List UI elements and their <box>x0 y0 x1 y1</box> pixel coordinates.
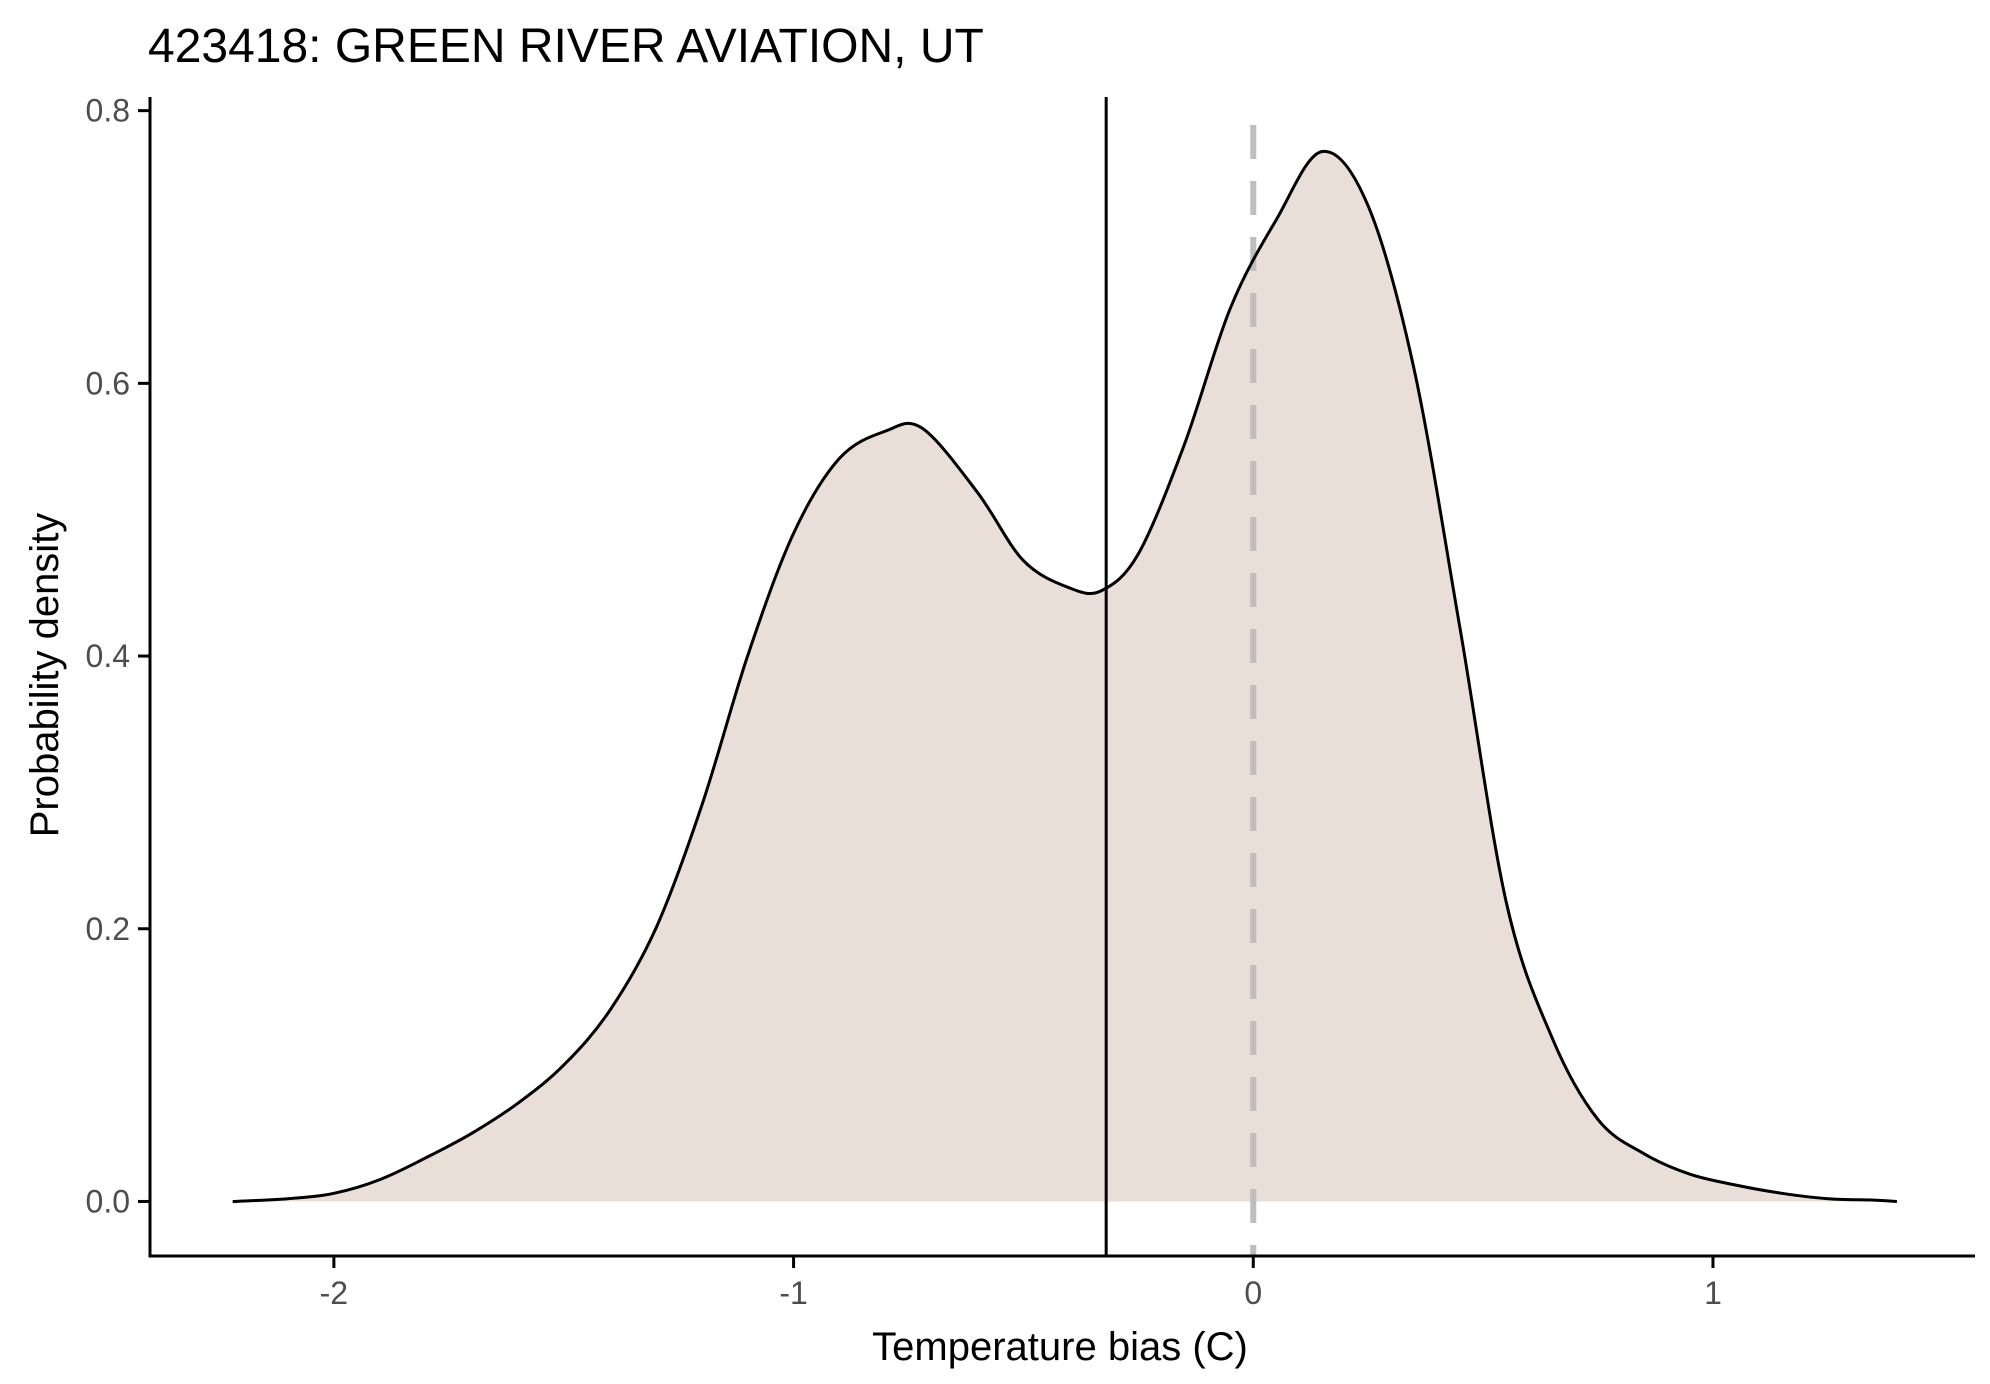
axes: -2 -1 0 1 0.0 0.2 0.4 0.6 0.8 <box>86 93 1975 1311</box>
density-area <box>232 151 1897 1202</box>
y-tick-label: 0.2 <box>86 911 130 947</box>
y-tick-label: 0.0 <box>86 1183 130 1219</box>
chart-title: 423418: GREEN RIVER AVIATION, UT <box>148 20 984 73</box>
plot-area <box>232 97 1898 1256</box>
x-tick-label: 1 <box>1704 1275 1722 1311</box>
x-tick-label: -1 <box>779 1275 807 1311</box>
x-tick-label: -2 <box>320 1275 348 1311</box>
y-tick-label: 0.4 <box>86 638 130 674</box>
x-axis-title: Temperature bias (C) <box>872 1325 1248 1369</box>
x-tick-label: 0 <box>1244 1275 1262 1311</box>
y-axis-ticks: 0.0 0.2 0.4 0.6 0.8 <box>86 93 150 1219</box>
x-axis-ticks: -2 -1 0 1 <box>320 1256 1722 1311</box>
y-tick-label: 0.6 <box>86 365 130 401</box>
density-curve <box>232 149 1898 1203</box>
y-axis-title: Probability density <box>23 513 67 838</box>
y-tick-label: 0.8 <box>86 93 130 129</box>
